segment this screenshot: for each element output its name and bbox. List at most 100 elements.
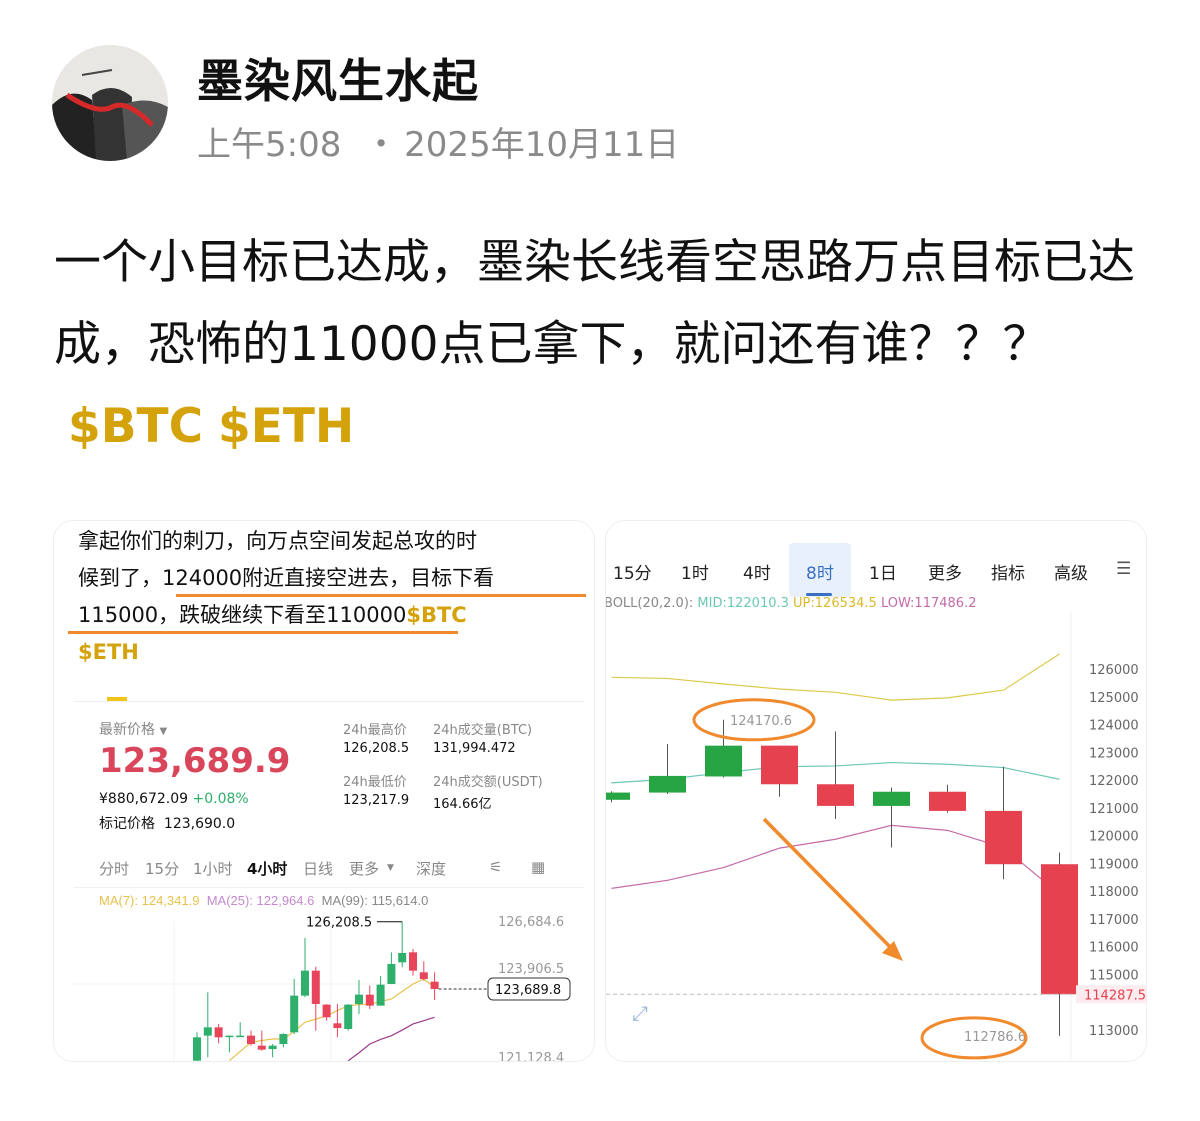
candle-body <box>344 1004 353 1029</box>
caret-down-icon: ▼ <box>387 863 394 873</box>
boll-legend: BOLL(20,2.0): MID:122010.3 UP:126534.5 L… <box>605 596 977 611</box>
stat-label: 24h最低价 <box>343 775 407 790</box>
tab-1h[interactable]: 1时 <box>681 564 709 584</box>
candle-body <box>322 1004 331 1018</box>
tab-advanced[interactable]: 高级 <box>1054 564 1088 584</box>
current-price-bg <box>1076 985 1146 1004</box>
tab-more[interactable]: 更多 <box>928 564 962 584</box>
y-tick-label: 113000 <box>1089 1024 1139 1039</box>
y-tick-label: 115000 <box>1089 968 1139 983</box>
post-text: 一个小目标已达成，墨染长线看空思路万点目标已达成，恐怖的11000点已拿下，就问… <box>54 235 1135 372</box>
tab-timeshare[interactable]: 分时 <box>99 860 130 878</box>
post-time: 上午5:08 <box>197 125 342 165</box>
annotation-circle <box>692 698 816 742</box>
y-tick-label: 122000 <box>1089 774 1139 789</box>
caption-line-text: 候到了，124000附近直接空进去，目标下看 <box>78 566 495 590</box>
avatar[interactable] <box>52 45 168 161</box>
latest-price-label[interactable]: 最新价格 ▼ <box>99 719 167 739</box>
candle-body <box>817 784 854 806</box>
boll-lower-line <box>611 824 1060 895</box>
candlestick-chart-8h[interactable]: 126000 125000 124000 123000 122000 121000 1200… <box>606 521 1147 1062</box>
stat-label: 24h最高价 <box>343 723 407 738</box>
mark-price-row: 标记价格 123,690.0 <box>99 813 235 833</box>
interval-tabs: 分时 15分 1小时 4小时 日线 更多 ▼ 深度 ⚟ ▦ <box>99 858 579 882</box>
caption-tag-eth: $ETH <box>78 640 139 664</box>
axis-label: 123,906.5 <box>498 962 564 977</box>
latest-price-label-text: 最新价格 <box>99 722 155 738</box>
y-tick-label: 124000 <box>1089 719 1139 734</box>
left-image-card[interactable]: 拿起你们的刺刀，向万点空间发起总攻的时 候到了，124000附近直接空进去，目标… <box>53 520 595 1062</box>
stat-value: 164.66亿 <box>433 797 492 812</box>
tab-15m[interactable]: 15分 <box>145 860 180 878</box>
tab-1d[interactable]: 1日 <box>869 564 897 584</box>
ma7-line <box>229 978 435 1061</box>
candle-body <box>311 970 320 1004</box>
axis-label: 126,684.6 <box>498 915 564 930</box>
current-price-box <box>487 977 571 1001</box>
axis-label: 121,128.4 <box>498 1051 564 1062</box>
y-tick-label: 120000 <box>1089 830 1139 845</box>
high-price-label: 126,208.5 <box>306 916 372 931</box>
stat-label: 24h成交量(BTC) <box>433 723 533 738</box>
tab-15m[interactable]: 15分 <box>613 564 652 584</box>
divider <box>74 887 584 888</box>
stat-value: 126,208.5 <box>343 741 410 756</box>
ma99-line <box>347 1016 435 1061</box>
caption-line: 115000，跌破继续下看至110000$BTC <box>78 597 578 634</box>
right-image-card[interactable]: 15分 1时 4时 8时 1日 更多 指标 高级 ☰ BOLL(20,2.0):… <box>605 520 1147 1062</box>
y-tick-label: 123000 <box>1089 746 1139 761</box>
tab-depth[interactable]: 深度 <box>416 860 447 878</box>
y-tick-label: 117000 <box>1089 913 1139 928</box>
tab-8h[interactable]: 8时 <box>806 564 834 584</box>
tab-4h[interactable]: 4时 <box>743 564 771 584</box>
annotation-circle <box>920 1016 1028 1060</box>
tab-daily[interactable]: 日线 <box>303 860 334 878</box>
candle-body <box>257 1045 266 1050</box>
candle-body <box>705 745 742 777</box>
grid-layout-icon[interactable]: ▦ <box>531 858 546 876</box>
boll-label: BOLL(20,2.0): <box>605 596 694 611</box>
candlestick-chart-4h[interactable]: 126,684.6 123,906.5 121,128.4 126,208.5 123,… <box>54 521 595 1062</box>
indicator-settings-icon[interactable]: ⚟ <box>489 858 503 876</box>
orange-underline <box>68 631 458 634</box>
tab-more[interactable]: 更多 <box>349 860 380 878</box>
tab-1h[interactable]: 1小时 <box>193 860 233 878</box>
candle-body <box>376 984 385 1006</box>
candle-body <box>387 963 396 984</box>
boll-low: LOW:117486.2 <box>880 596 977 611</box>
chart-settings-icon[interactable]: ☰ <box>1116 559 1132 579</box>
hashtag-btc[interactable]: $BTC <box>68 399 204 454</box>
down-arrow-icon <box>762 817 898 955</box>
current-price-label: 123,689.8 <box>495 983 561 998</box>
screenshot-caption: 拿起你们的刺刀，向万点空间发起总攻的时 候到了，124000附近直接空进去，目标… <box>78 523 578 671</box>
candle-body <box>279 1033 288 1045</box>
y-tick-label: 121000 <box>1089 802 1139 817</box>
candle-body <box>419 972 428 979</box>
candle-body <box>985 810 1022 865</box>
y-tick-label: 118000 <box>1089 885 1139 900</box>
mark-price: 123,690.0 <box>163 816 236 832</box>
author-name[interactable]: 墨染风生水起 <box>197 54 479 108</box>
tab-indicators[interactable]: 指标 <box>991 564 1025 584</box>
ma25-label: MA(25): 122,964.6 <box>206 893 315 908</box>
post-body: 一个小目标已达成，墨染长线看空思路万点目标已达成，恐怖的11000点已拿下，就问… <box>54 222 1164 468</box>
orange-underline <box>176 594 586 597</box>
active-tab-underline <box>806 593 832 596</box>
current-price-label: 114287.5 <box>1084 988 1146 1003</box>
expand-icon[interactable]: ⤢ <box>632 1001 648 1025</box>
candle-body <box>398 952 407 963</box>
y-tick-label: 126000 <box>1089 663 1139 678</box>
candle-body <box>268 1045 277 1049</box>
tab-indicator <box>107 697 127 701</box>
caption-line-text: 115000，跌破继续下看至110000 <box>78 603 407 627</box>
stat-value: 131,994.472 <box>433 741 516 756</box>
hashtag-eth[interactable]: $ETH <box>218 399 355 454</box>
tab-4h[interactable]: 4小时 <box>247 860 288 878</box>
ma99-label: MA(99): 115,614.0 <box>321 893 429 908</box>
candle-body <box>203 1027 212 1036</box>
stat-value: 123,217.9 <box>343 793 410 808</box>
y-tick-label: 119000 <box>1089 857 1139 872</box>
caret-down-icon: ▼ <box>159 726 168 737</box>
candle-body <box>214 1027 223 1038</box>
low-annotation: 112786.6 <box>964 1030 1026 1045</box>
